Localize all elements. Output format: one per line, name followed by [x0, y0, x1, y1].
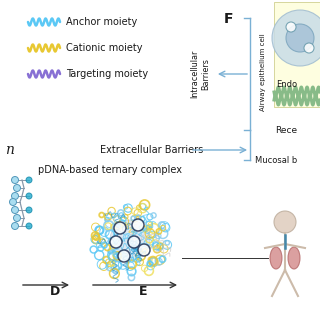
Ellipse shape	[270, 247, 282, 269]
Text: F: F	[223, 12, 233, 26]
Circle shape	[286, 22, 296, 32]
Circle shape	[12, 222, 19, 229]
Circle shape	[13, 185, 20, 191]
Text: Mucosal b: Mucosal b	[255, 156, 297, 164]
Circle shape	[12, 193, 19, 199]
Text: Anchor moiety: Anchor moiety	[66, 17, 137, 27]
Circle shape	[274, 211, 296, 233]
Circle shape	[132, 219, 144, 231]
Text: Intracellular
Barriers: Intracellular Barriers	[190, 50, 210, 98]
Circle shape	[26, 207, 32, 213]
Circle shape	[138, 244, 150, 256]
Circle shape	[26, 177, 32, 183]
Text: D: D	[50, 285, 60, 298]
Circle shape	[26, 223, 32, 229]
Text: Targeting moiety: Targeting moiety	[66, 69, 148, 79]
Circle shape	[286, 24, 314, 52]
Circle shape	[26, 193, 32, 199]
Text: Endo: Endo	[276, 80, 297, 89]
Text: Cationic moiety: Cationic moiety	[66, 43, 142, 53]
Circle shape	[304, 43, 314, 53]
Text: E: E	[139, 285, 147, 298]
Text: Extracellular Barriers: Extracellular Barriers	[100, 145, 204, 155]
Circle shape	[110, 220, 150, 260]
FancyBboxPatch shape	[274, 2, 320, 107]
Text: Rece: Rece	[275, 125, 297, 134]
Text: Airway epithelium cell: Airway epithelium cell	[260, 33, 266, 111]
Circle shape	[128, 236, 140, 248]
Ellipse shape	[288, 247, 300, 269]
Circle shape	[114, 222, 126, 234]
Text: pDNA-based ternary complex: pDNA-based ternary complex	[38, 165, 182, 175]
Circle shape	[10, 198, 17, 205]
Circle shape	[13, 214, 20, 221]
Circle shape	[110, 236, 122, 248]
Circle shape	[272, 10, 320, 66]
Circle shape	[12, 206, 19, 213]
Circle shape	[118, 250, 130, 262]
Circle shape	[12, 177, 19, 183]
Text: n: n	[5, 143, 14, 157]
